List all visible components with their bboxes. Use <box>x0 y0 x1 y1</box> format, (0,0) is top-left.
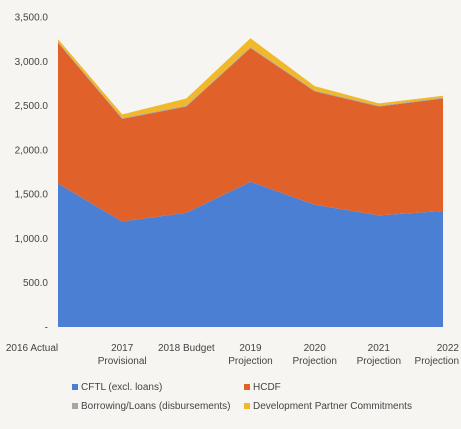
legend-label: CFTL (excl. loans) <box>81 382 162 393</box>
legend-swatch <box>72 403 78 409</box>
chart-areas <box>58 38 443 327</box>
y-axis: - 500.0 1,000.0 1,500.0 2,000.0 2,500.0 3,000.… <box>15 13 49 334</box>
x-tick-label: 2016 Actual <box>6 343 58 354</box>
series-area-0 <box>58 181 443 327</box>
x-tick-label: 2021 Projection <box>357 343 401 367</box>
legend-swatch <box>244 384 250 390</box>
legend-swatch <box>244 403 250 409</box>
y-tick-label: 1,500.0 <box>15 190 49 201</box>
y-tick-label: 500.0 <box>23 278 48 289</box>
x-tick-label: 2020 Projection <box>292 343 336 367</box>
x-tick-label: 2022 Projection <box>415 343 460 367</box>
y-tick-label: 1,000.0 <box>15 234 49 245</box>
y-tick-label: - <box>45 323 48 334</box>
legend: CFTL (excl. loans) HCDF Borrowing/Loans (d… <box>72 382 412 412</box>
legend-label: HCDF <box>253 382 281 393</box>
y-tick-label: 2,000.0 <box>15 145 49 156</box>
legend-label: Development Partner Commitments <box>253 401 412 412</box>
y-tick-label: 2,500.0 <box>15 101 49 112</box>
legend-swatch <box>72 384 78 390</box>
x-tick-label: 2018 Budget <box>158 343 215 354</box>
x-tick-label: 2017 Provisional <box>98 343 147 367</box>
y-tick-label: 3,000.0 <box>15 57 49 68</box>
x-tick-label: 2019 Projection <box>228 343 272 367</box>
legend-label: Borrowing/Loans (disbursements) <box>81 401 231 412</box>
series-area-1 <box>58 42 443 222</box>
x-axis: 2016 Actual 2017 Provisional 2018 Budget 201… <box>6 343 460 367</box>
y-tick-label: 3,500.0 <box>15 13 49 24</box>
